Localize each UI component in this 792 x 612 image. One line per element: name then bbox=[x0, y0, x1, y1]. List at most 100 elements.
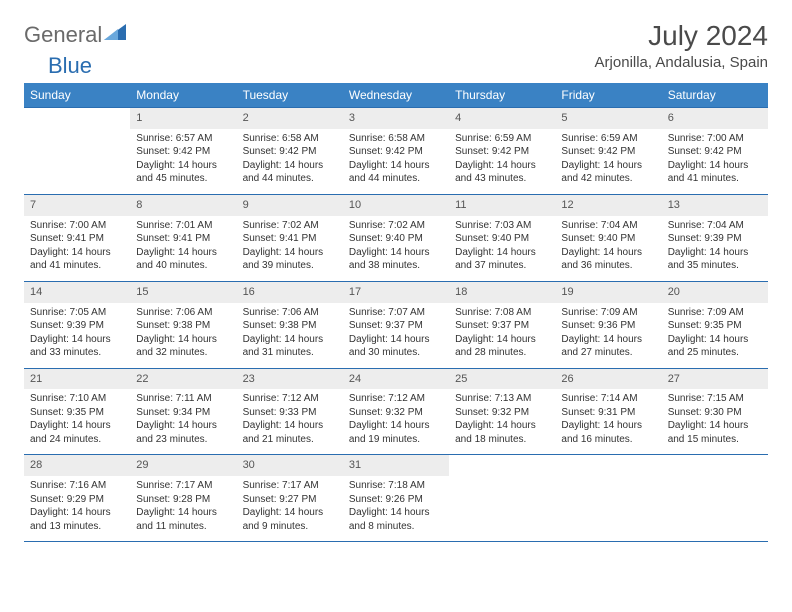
day-number: 26 bbox=[555, 369, 661, 390]
day-content: Sunrise: 7:06 AMSunset: 9:38 PMDaylight:… bbox=[237, 303, 343, 368]
sunset-text: Sunset: 9:31 PM bbox=[561, 406, 655, 420]
daylight-text: Daylight: 14 hours and 25 minutes. bbox=[668, 333, 762, 360]
daylight-text: Daylight: 14 hours and 37 minutes. bbox=[455, 246, 549, 273]
sunrise-text: Sunrise: 7:09 AM bbox=[668, 306, 762, 320]
daylight-text: Daylight: 14 hours and 45 minutes. bbox=[136, 159, 230, 186]
day-number: 3 bbox=[343, 108, 449, 129]
daylight-text: Daylight: 14 hours and 27 minutes. bbox=[561, 333, 655, 360]
day-cell: 8Sunrise: 7:01 AMSunset: 9:41 PMDaylight… bbox=[130, 194, 236, 281]
weekday-header: Tuesday bbox=[237, 83, 343, 108]
day-number: 18 bbox=[449, 282, 555, 303]
day-cell: 14Sunrise: 7:05 AMSunset: 9:39 PMDayligh… bbox=[24, 281, 130, 368]
day-content: Sunrise: 7:11 AMSunset: 9:34 PMDaylight:… bbox=[130, 389, 236, 454]
day-cell: 1 Sunrise: 6:57 AMSunset: 9:42 PMDaylight… bbox=[130, 108, 236, 195]
day-cell: . bbox=[449, 455, 555, 542]
day-cell: 18Sunrise: 7:08 AMSunset: 9:37 PMDayligh… bbox=[449, 281, 555, 368]
day-content: Sunrise: 7:18 AMSunset: 9:26 PMDaylight:… bbox=[343, 476, 449, 541]
week-row: 21Sunrise: 7:10 AMSunset: 9:35 PMDayligh… bbox=[24, 368, 768, 455]
day-content: Sunrise: 7:13 AMSunset: 9:32 PMDaylight:… bbox=[449, 389, 555, 454]
day-cell: 29Sunrise: 7:17 AMSunset: 9:28 PMDayligh… bbox=[130, 455, 236, 542]
week-row: 28Sunrise: 7:16 AMSunset: 9:29 PMDayligh… bbox=[24, 455, 768, 542]
day-content: Sunrise: 7:17 AMSunset: 9:28 PMDaylight:… bbox=[130, 476, 236, 541]
sunset-text: Sunset: 9:42 PM bbox=[668, 145, 762, 159]
sunset-text: Sunset: 9:29 PM bbox=[30, 493, 124, 507]
day-content: Sunrise: 7:04 AMSunset: 9:39 PMDaylight:… bbox=[662, 216, 768, 281]
sunset-text: Sunset: 9:42 PM bbox=[136, 145, 230, 159]
day-cell: 10Sunrise: 7:02 AMSunset: 9:40 PMDayligh… bbox=[343, 194, 449, 281]
day-number: 23 bbox=[237, 369, 343, 390]
daylight-text: Daylight: 14 hours and 18 minutes. bbox=[455, 419, 549, 446]
sunset-text: Sunset: 9:40 PM bbox=[349, 232, 443, 246]
day-cell: 19Sunrise: 7:09 AMSunset: 9:36 PMDayligh… bbox=[555, 281, 661, 368]
day-cell: 13Sunrise: 7:04 AMSunset: 9:39 PMDayligh… bbox=[662, 194, 768, 281]
day-cell: 26Sunrise: 7:14 AMSunset: 9:31 PMDayligh… bbox=[555, 368, 661, 455]
sunrise-text: Sunrise: 7:08 AM bbox=[455, 306, 549, 320]
day-cell: 25Sunrise: 7:13 AMSunset: 9:32 PMDayligh… bbox=[449, 368, 555, 455]
weekday-header: Wednesday bbox=[343, 83, 449, 108]
day-content: Sunrise: 6:58 AMSunset: 9:42 PMDaylight:… bbox=[343, 129, 449, 194]
day-content: Sunrise: 7:08 AMSunset: 9:37 PMDaylight:… bbox=[449, 303, 555, 368]
sunset-text: Sunset: 9:40 PM bbox=[561, 232, 655, 246]
sunset-text: Sunset: 9:36 PM bbox=[561, 319, 655, 333]
sunrise-text: Sunrise: 7:17 AM bbox=[243, 479, 337, 493]
sunset-text: Sunset: 9:42 PM bbox=[243, 145, 337, 159]
daylight-text: Daylight: 14 hours and 36 minutes. bbox=[561, 246, 655, 273]
sunrise-text: Sunrise: 7:05 AM bbox=[30, 306, 124, 320]
sunset-text: Sunset: 9:41 PM bbox=[136, 232, 230, 246]
sunset-text: Sunset: 9:41 PM bbox=[30, 232, 124, 246]
sunset-text: Sunset: 9:26 PM bbox=[349, 493, 443, 507]
sunrise-text: Sunrise: 6:57 AM bbox=[136, 132, 230, 146]
daylight-text: Daylight: 14 hours and 19 minutes. bbox=[349, 419, 443, 446]
sunset-text: Sunset: 9:34 PM bbox=[136, 406, 230, 420]
sunset-text: Sunset: 9:40 PM bbox=[455, 232, 549, 246]
daylight-text: Daylight: 14 hours and 9 minutes. bbox=[243, 506, 337, 533]
day-cell: 6Sunrise: 7:00 AMSunset: 9:42 PMDaylight… bbox=[662, 108, 768, 195]
sunset-text: Sunset: 9:38 PM bbox=[243, 319, 337, 333]
daylight-text: Daylight: 14 hours and 44 minutes. bbox=[349, 159, 443, 186]
sunset-text: Sunset: 9:35 PM bbox=[30, 406, 124, 420]
day-cell: 7Sunrise: 7:00 AMSunset: 9:41 PMDaylight… bbox=[24, 194, 130, 281]
daylight-text: Daylight: 14 hours and 15 minutes. bbox=[668, 419, 762, 446]
day-number: 28 bbox=[24, 455, 130, 476]
day-number: 1 bbox=[130, 108, 236, 129]
daylight-text: Daylight: 14 hours and 30 minutes. bbox=[349, 333, 443, 360]
sunrise-text: Sunrise: 6:59 AM bbox=[455, 132, 549, 146]
sunset-text: Sunset: 9:30 PM bbox=[668, 406, 762, 420]
logo-text-general: General bbox=[24, 22, 102, 48]
day-content: Sunrise: 7:12 AMSunset: 9:33 PMDaylight:… bbox=[237, 389, 343, 454]
day-content: Sunrise: 7:02 AMSunset: 9:41 PMDaylight:… bbox=[237, 216, 343, 281]
day-cell: 9Sunrise: 7:02 AMSunset: 9:41 PMDaylight… bbox=[237, 194, 343, 281]
daylight-text: Daylight: 14 hours and 41 minutes. bbox=[668, 159, 762, 186]
day-number: 17 bbox=[343, 282, 449, 303]
day-number: 8 bbox=[130, 195, 236, 216]
day-content: Sunrise: 7:17 AMSunset: 9:27 PMDaylight:… bbox=[237, 476, 343, 541]
day-content: Sunrise: 7:06 AMSunset: 9:38 PMDaylight:… bbox=[130, 303, 236, 368]
day-content: Sunrise: 7:04 AMSunset: 9:40 PMDaylight:… bbox=[555, 216, 661, 281]
sunrise-text: Sunrise: 7:00 AM bbox=[30, 219, 124, 233]
week-row: 7Sunrise: 7:00 AMSunset: 9:41 PMDaylight… bbox=[24, 194, 768, 281]
day-number: 19 bbox=[555, 282, 661, 303]
day-number: 31 bbox=[343, 455, 449, 476]
day-cell: 24Sunrise: 7:12 AMSunset: 9:32 PMDayligh… bbox=[343, 368, 449, 455]
sunset-text: Sunset: 9:38 PM bbox=[136, 319, 230, 333]
sunrise-text: Sunrise: 7:04 AM bbox=[561, 219, 655, 233]
sunset-text: Sunset: 9:39 PM bbox=[668, 232, 762, 246]
day-content: Sunrise: 7:14 AMSunset: 9:31 PMDaylight:… bbox=[555, 389, 661, 454]
day-content: Sunrise: 6:58 AMSunset: 9:42 PMDaylight:… bbox=[237, 129, 343, 194]
sunrise-text: Sunrise: 6:58 AM bbox=[349, 132, 443, 146]
sunrise-text: Sunrise: 7:12 AM bbox=[349, 392, 443, 406]
day-number: 20 bbox=[662, 282, 768, 303]
daylight-text: Daylight: 14 hours and 33 minutes. bbox=[30, 333, 124, 360]
day-cell: 22Sunrise: 7:11 AMSunset: 9:34 PMDayligh… bbox=[130, 368, 236, 455]
sunrise-text: Sunrise: 7:03 AM bbox=[455, 219, 549, 233]
day-cell: . bbox=[662, 455, 768, 542]
sunset-text: Sunset: 9:28 PM bbox=[136, 493, 230, 507]
weekday-header: Friday bbox=[555, 83, 661, 108]
day-cell: 21Sunrise: 7:10 AMSunset: 9:35 PMDayligh… bbox=[24, 368, 130, 455]
day-cell: 2Sunrise: 6:58 AMSunset: 9:42 PMDaylight… bbox=[237, 108, 343, 195]
day-cell: 12Sunrise: 7:04 AMSunset: 9:40 PMDayligh… bbox=[555, 194, 661, 281]
sunset-text: Sunset: 9:42 PM bbox=[561, 145, 655, 159]
weekday-header: Thursday bbox=[449, 83, 555, 108]
sunrise-text: Sunrise: 7:02 AM bbox=[243, 219, 337, 233]
day-number: 9 bbox=[237, 195, 343, 216]
